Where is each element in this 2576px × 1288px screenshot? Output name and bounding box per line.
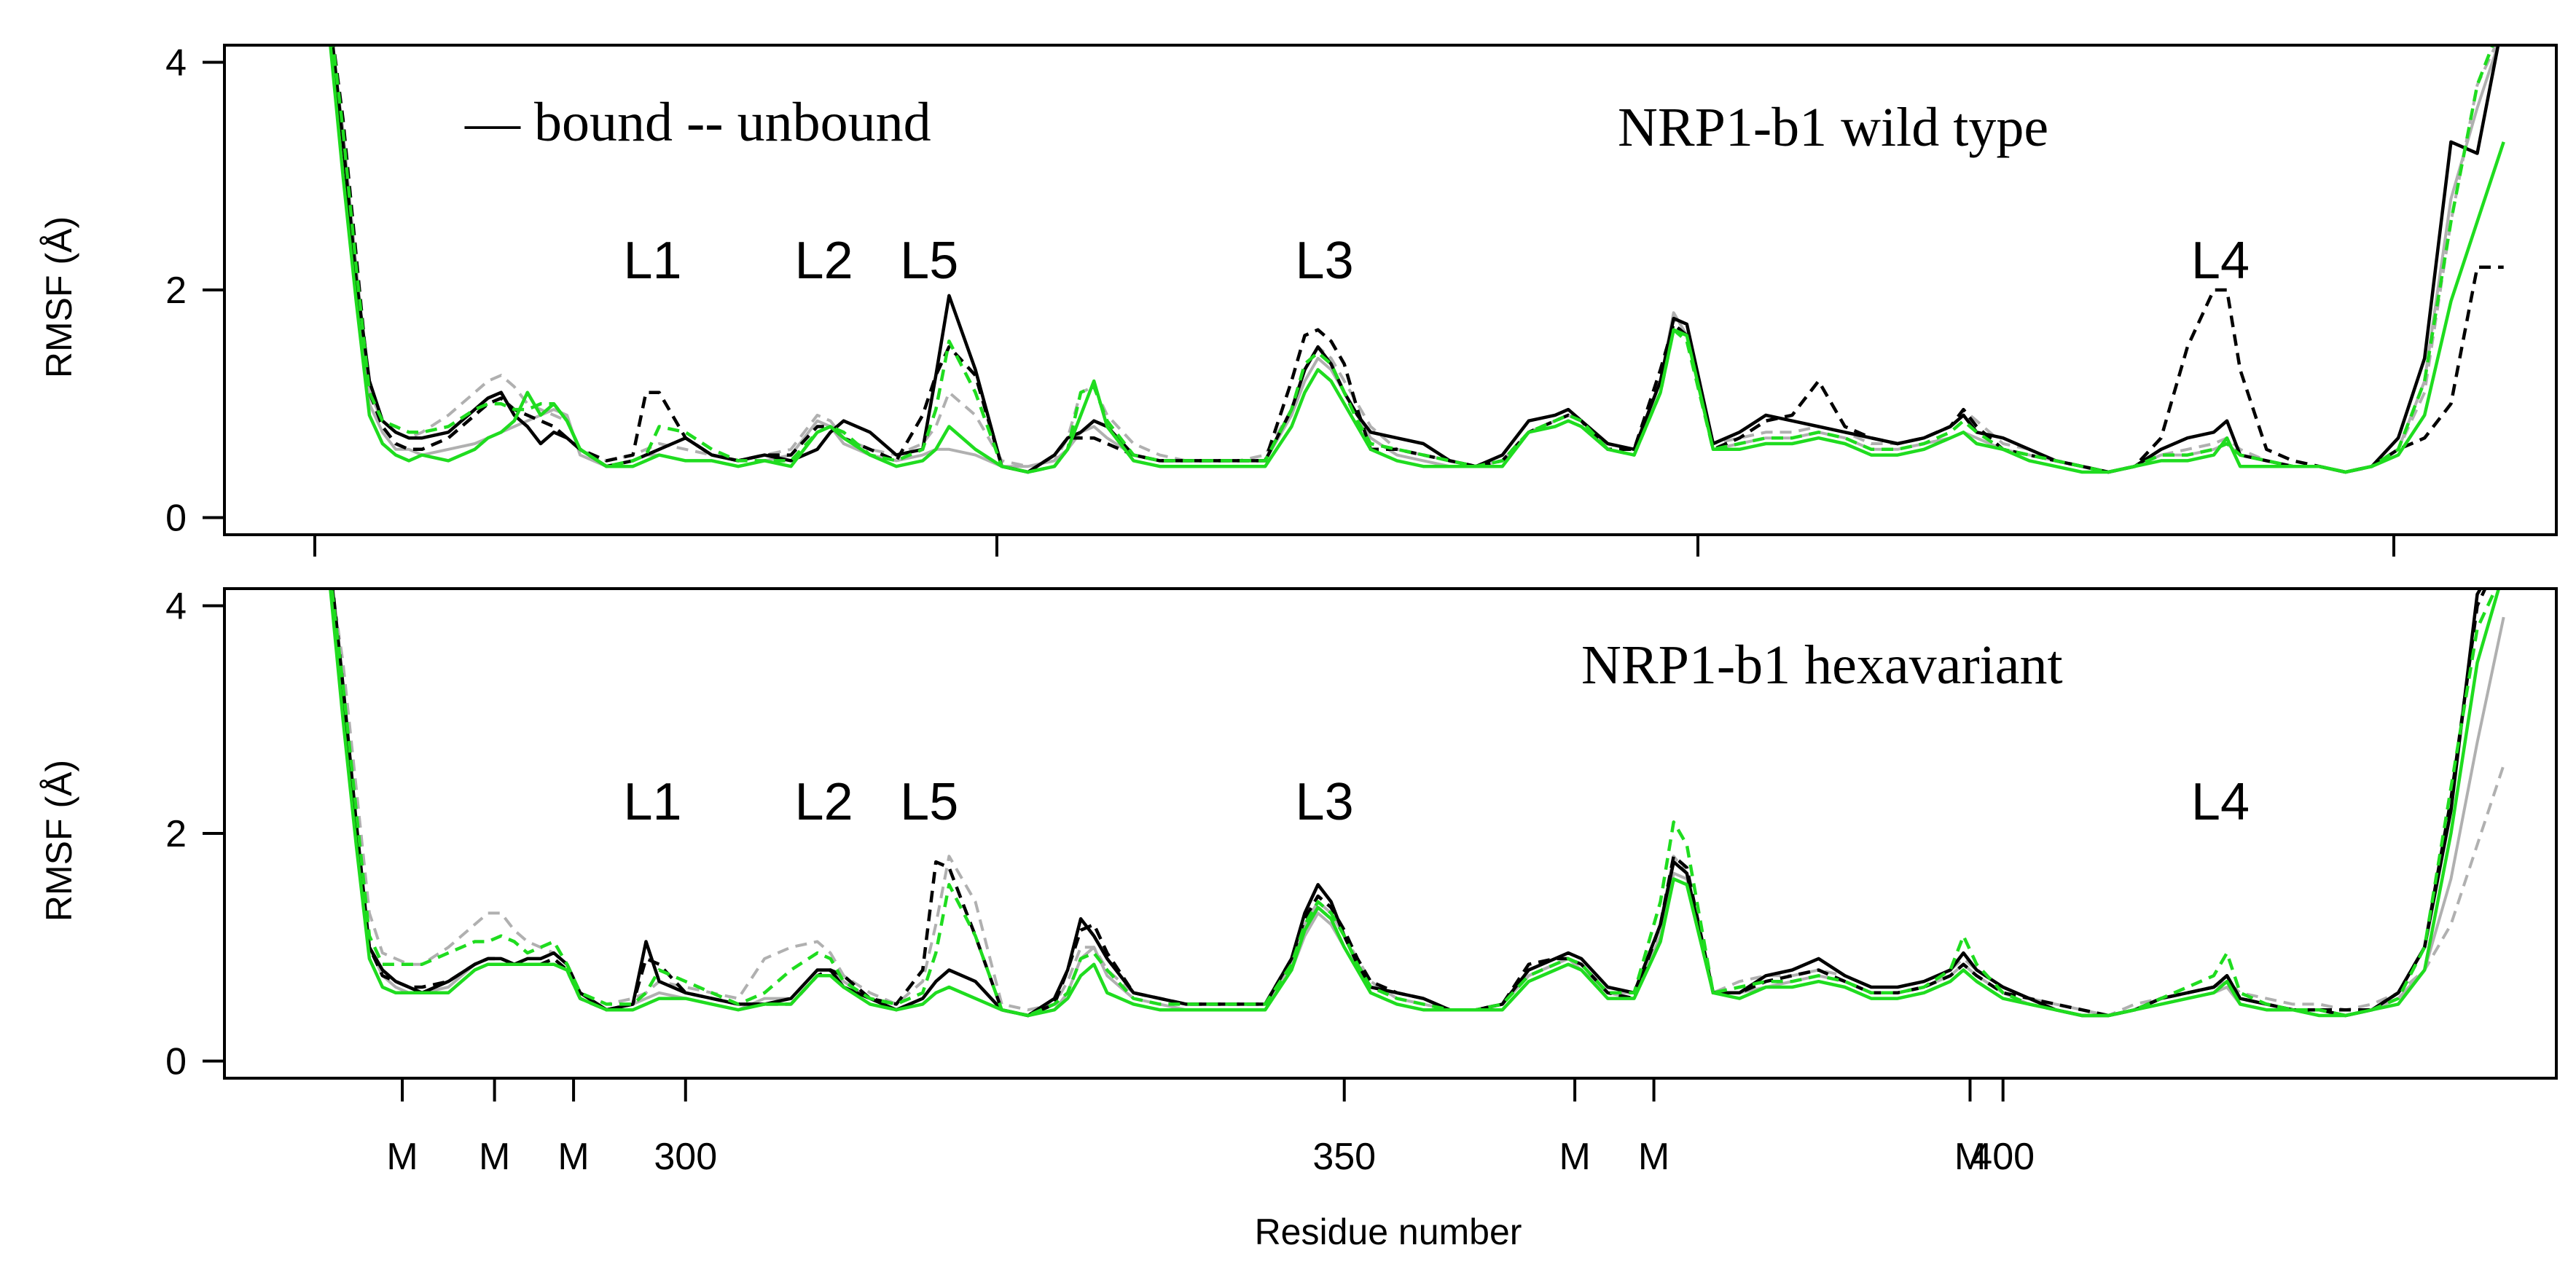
x-marker-label: M [557,1136,589,1178]
x-marker-label: M [1559,1136,1590,1178]
series-line-bound-hexavariant-hexavariant [329,590,2500,1018]
shared-x-ticks-top [313,535,2395,557]
loop-label-l3-hexavariant: L3 [1296,773,1354,831]
loop-label-l4-hexavariant: L4 [2191,773,2250,831]
y-axis-wild-type: 0 2 4 [165,42,224,540]
series-line-unbound-hexavariant-wild-type [332,47,2494,474]
loop-label-l5-wild-type: L5 [900,232,958,290]
loop-labels-wild-type: L1 L2 L5 L3 L4 [624,232,2250,290]
loop-label-l2-wild-type: L2 [795,232,853,290]
series-hexavariant [329,590,2505,1018]
series-line-unbound-hexavariant-hexavariant [330,590,2497,1018]
y-tick-label-wild-type: 4 [165,42,187,84]
loop-label-l1-wild-type: L1 [624,232,682,290]
x-axis-title: Residue number [1255,1212,1522,1252]
y-tick-label-wild-type: 0 [165,498,187,540]
loop-labels-hexavariant: L1 L2 L5 L3 L4 [624,773,2250,831]
panel-wild-type: 0 2 4 NRP1-b1 wild type — bound -- unbound… [39,42,2558,540]
x-marker-label: M [479,1136,510,1178]
y-axis-hexavariant: 0 2 4 [165,585,224,1083]
panel-title-hexavariant: NRP1-b1 hexavariant [1581,635,2063,696]
x-tick-label: 350 [1312,1136,1376,1178]
x-tick-label: 300 [654,1136,717,1178]
panel-title-wild-type: NRP1-b1 wild type [1618,97,2048,158]
x-tick-label: 400 [1971,1136,2035,1178]
series-wild-type [329,47,2505,474]
loop-label-l4-wild-type: L4 [2191,232,2250,290]
loop-label-l1-hexavariant: L1 [624,773,682,831]
legend-wild-type: — bound -- unbound [464,92,931,153]
y-tick-label-hexavariant: 2 [165,813,187,855]
y-tick-label-wild-type: 2 [165,270,187,312]
loop-label-l3-wild-type: L3 [1296,232,1354,290]
x-marker-label: M [1954,1136,1986,1178]
x-marker-label: M [1638,1136,1669,1178]
y-axis-label-hexavariant: RMSF (Å) [39,760,79,922]
y-tick-label-hexavariant: 0 [165,1041,187,1083]
panel-hexavariant: 0 2 4 NRP1-b1 hexavariant L1 L2 L5 L3 L4 RMSF … [39,585,2558,1083]
loop-label-l5-hexavariant: L5 [900,773,958,831]
y-axis-label-wild-type: RMSF (Å) [39,216,79,378]
y-tick-label-hexavariant: 4 [165,585,187,627]
x-marker-label: M [386,1136,418,1178]
loop-label-l2-hexavariant: L2 [795,773,853,831]
